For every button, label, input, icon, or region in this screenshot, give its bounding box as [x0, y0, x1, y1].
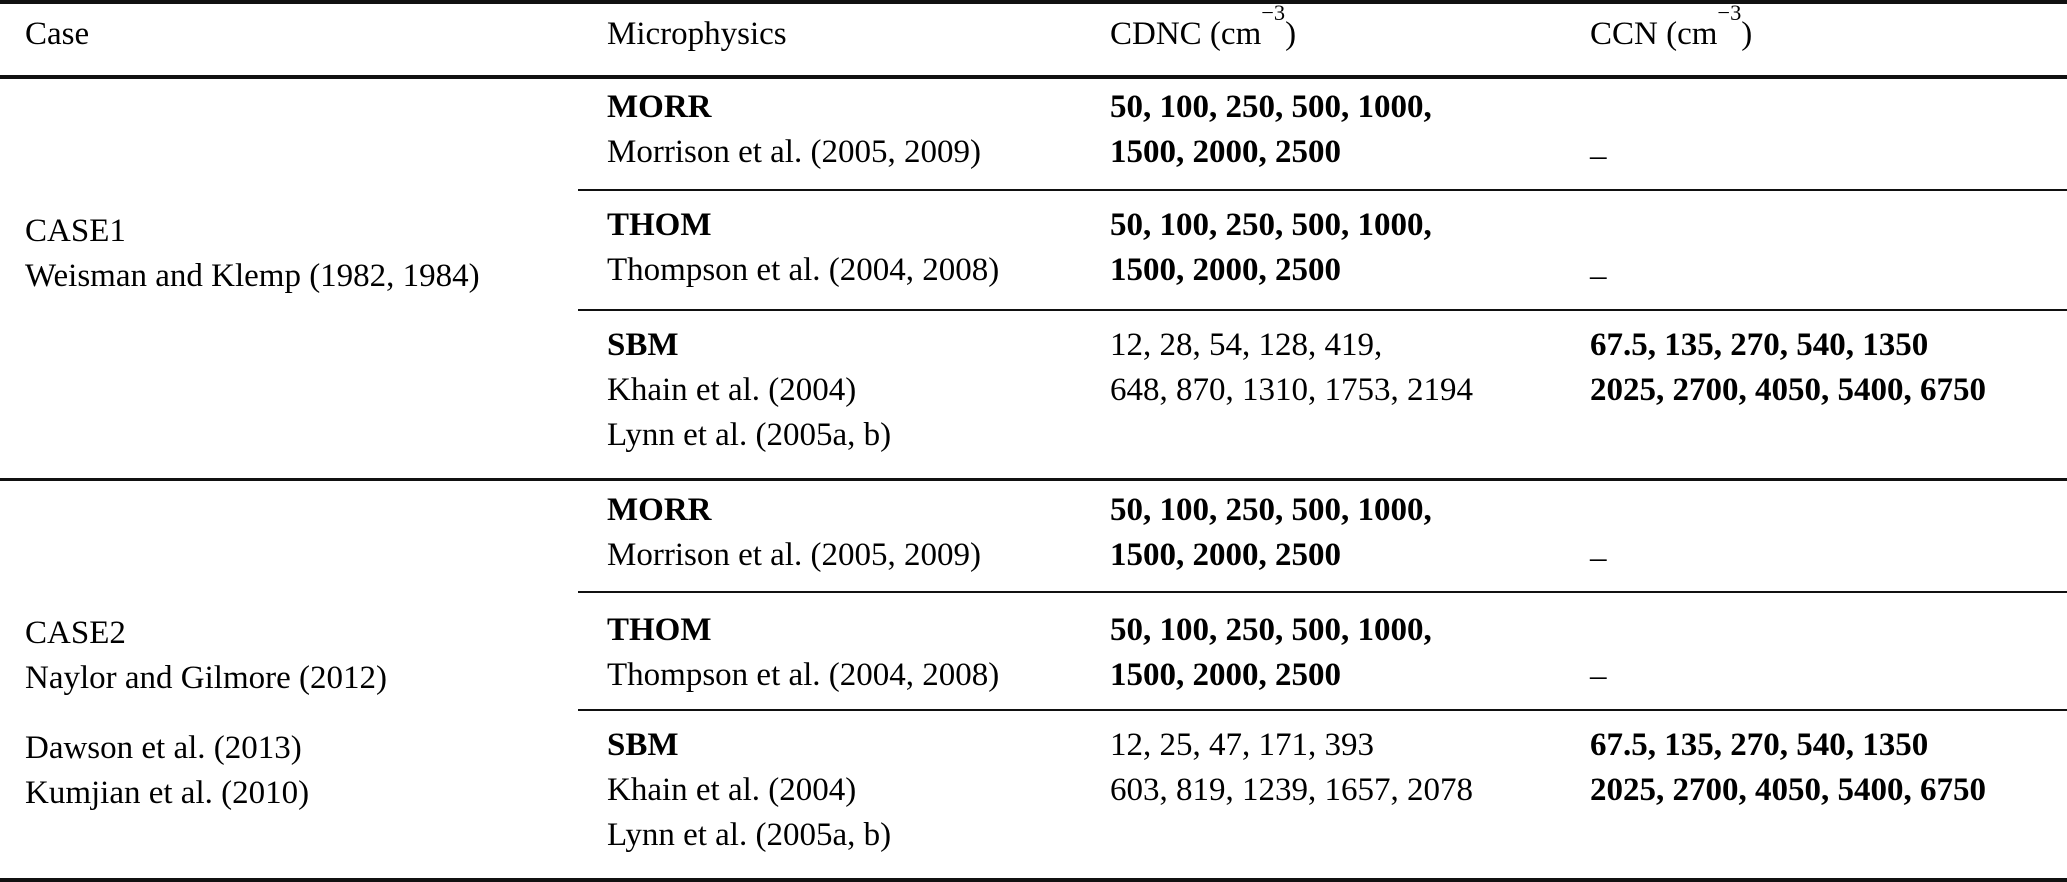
ccn-dash: – [1590, 258, 1607, 294]
cdnc-values-cell: 12, 25, 47, 171, 393 603, 819, 1239, 165… [1110, 723, 1590, 878]
cdnc-values-cell: 12, 28, 54, 128, 419, 648, 870, 1310, 17… [1110, 323, 1590, 478]
scheme-reference: Thompson et al. (2004, 2008) [607, 252, 1000, 288]
case2-cell: CASE2 Naylor and Gilmore (2012) Dawson e… [0, 481, 578, 878]
cdnc-values-line: 603, 819, 1239, 1657, 2078 [1110, 772, 1473, 808]
cdnc-values-cell: 50, 100, 250, 500, 1000, 1500, 2000, 250… [1110, 85, 1590, 189]
scheme-name: SBM [607, 727, 679, 763]
cdnc-values-line: 50, 100, 250, 500, 1000, [1110, 89, 1432, 125]
table-row-case1-sbm: SBM Khain et al. (2004) Lynn et al. (200… [578, 309, 2067, 478]
section-case2: CASE2 Naylor and Gilmore (2012) Dawson e… [0, 481, 2067, 878]
case2-name: CASE2 [25, 615, 126, 651]
table-top-rule [0, 0, 2067, 4]
case1-name: CASE1 [25, 213, 126, 249]
cdnc-values-cell: 50, 100, 250, 500, 1000, 1500, 2000, 250… [1110, 608, 1590, 709]
cdnc-values-line: 12, 25, 47, 171, 393 [1110, 727, 1374, 763]
column-header-ccn: CCN (cm−3) [1590, 0, 1753, 52]
ccn-dash: – [1590, 138, 1607, 174]
cdnc-values-line: 1500, 2000, 2500 [1110, 537, 1341, 573]
column-header-case: Case [25, 16, 90, 52]
table-row-case2-thom: THOM Thompson et al. (2004, 2008) 50, 10… [578, 591, 2067, 709]
cdnc-exponent: −3 [1261, 0, 1286, 25]
microphysics-cell: SBM Khain et al. (2004) Lynn et al. (200… [578, 723, 1110, 878]
microphysics-cell: THOM Thompson et al. (2004, 2008) [578, 203, 1110, 309]
scheme-name: MORR [607, 492, 712, 528]
scheme-reference: Thompson et al. (2004, 2008) [607, 657, 1000, 693]
ccn-values-cell: – [1590, 488, 2067, 591]
cdnc-values-line: 50, 100, 250, 500, 1000, [1110, 492, 1432, 528]
ccn-values-cell: 67.5, 135, 270, 540, 1350 2025, 2700, 40… [1590, 723, 2067, 878]
scheme-name: THOM [607, 612, 712, 648]
scheme-reference: Morrison et al. (2005, 2009) [607, 537, 981, 573]
cdnc-values-line: 12, 28, 54, 128, 419, [1110, 327, 1383, 363]
case1-reference: Weisman and Klemp (1982, 1984) [25, 258, 480, 294]
microphysics-cell: MORR Morrison et al. (2005, 2009) [578, 85, 1110, 189]
ccn-dash: – [1590, 658, 1607, 694]
table-row-case1-morr: MORR Morrison et al. (2005, 2009) 50, 10… [578, 79, 2067, 189]
cdnc-values-line: 50, 100, 250, 500, 1000, [1110, 612, 1432, 648]
cdnc-values-cell: 50, 100, 250, 500, 1000, 1500, 2000, 250… [1110, 203, 1590, 309]
scheme-reference: Lynn et al. (2005a, b) [607, 417, 892, 453]
cdnc-values-line: 648, 870, 1310, 1753, 2194 [1110, 372, 1473, 408]
ccn-values-cell: – [1590, 608, 2067, 709]
table-row-case2-sbm: SBM Khain et al. (2004) Lynn et al. (200… [578, 709, 2067, 878]
header-separator-rule [0, 75, 2067, 79]
table-header-row: Case Microphysics CDNC (cm−3) CCN (cm−3) [0, 0, 2067, 75]
cdnc-values-cell: 50, 100, 250, 500, 1000, 1500, 2000, 250… [1110, 488, 1590, 591]
case2-microphysics-rows: MORR Morrison et al. (2005, 2009) 50, 10… [578, 481, 2067, 878]
scheme-reference: Khain et al. (2004) [607, 372, 857, 408]
microphysics-cell: THOM Thompson et al. (2004, 2008) [578, 608, 1110, 709]
ccn-values-cell: 67.5, 135, 270, 540, 1350 2025, 2700, 40… [1590, 323, 2067, 478]
microphysics-cell: MORR Morrison et al. (2005, 2009) [578, 488, 1110, 591]
ccn-values-line: 2025, 2700, 4050, 5400, 6750 [1590, 372, 1986, 408]
cdnc-values-line: 50, 100, 250, 500, 1000, [1110, 207, 1432, 243]
microphysics-cell: SBM Khain et al. (2004) Lynn et al. (200… [578, 323, 1110, 478]
case1-microphysics-rows: MORR Morrison et al. (2005, 2009) 50, 10… [578, 79, 2067, 478]
ccn-values-line: 67.5, 135, 270, 540, 1350 [1590, 327, 1929, 363]
column-header-microphysics: Microphysics [607, 16, 787, 52]
ccn-values-cell: – [1590, 203, 2067, 309]
scheme-reference: Lynn et al. (2005a, b) [607, 817, 892, 853]
ccn-exponent: −3 [1717, 0, 1742, 25]
scheme-reference: Khain et al. (2004) [607, 772, 857, 808]
table-row-case2-morr: MORR Morrison et al. (2005, 2009) 50, 10… [578, 481, 2067, 591]
case2-reference: Naylor and Gilmore (2012) [25, 660, 387, 696]
scheme-name: MORR [607, 89, 712, 125]
case1-cell: CASE1 Weisman and Klemp (1982, 1984) [0, 79, 578, 478]
ccn-values-cell: – [1590, 85, 2067, 189]
table-row-case1-thom: THOM Thompson et al. (2004, 2008) 50, 10… [578, 189, 2067, 309]
cdnc-values-line: 1500, 2000, 2500 [1110, 134, 1341, 170]
section-separator-rule [0, 478, 2067, 481]
cdnc-values-line: 1500, 2000, 2500 [1110, 252, 1341, 288]
scheme-name: THOM [607, 207, 712, 243]
scheme-reference: Morrison et al. (2005, 2009) [607, 134, 981, 170]
cdnc-values-line: 1500, 2000, 2500 [1110, 657, 1341, 693]
ccn-values-line: 67.5, 135, 270, 540, 1350 [1590, 727, 1929, 763]
ccn-values-line: 2025, 2700, 4050, 5400, 6750 [1590, 772, 1986, 808]
ccn-dash: – [1590, 540, 1607, 576]
table-bottom-rule [0, 878, 2067, 882]
case2-reference: Dawson et al. (2013) [25, 730, 302, 766]
section-case1: CASE1 Weisman and Klemp (1982, 1984) MOR… [0, 79, 2067, 478]
scheme-name: SBM [607, 327, 679, 363]
column-header-cdnc: CDNC (cm−3) [1110, 0, 1297, 52]
case2-reference: Kumjian et al. (2010) [25, 775, 310, 811]
